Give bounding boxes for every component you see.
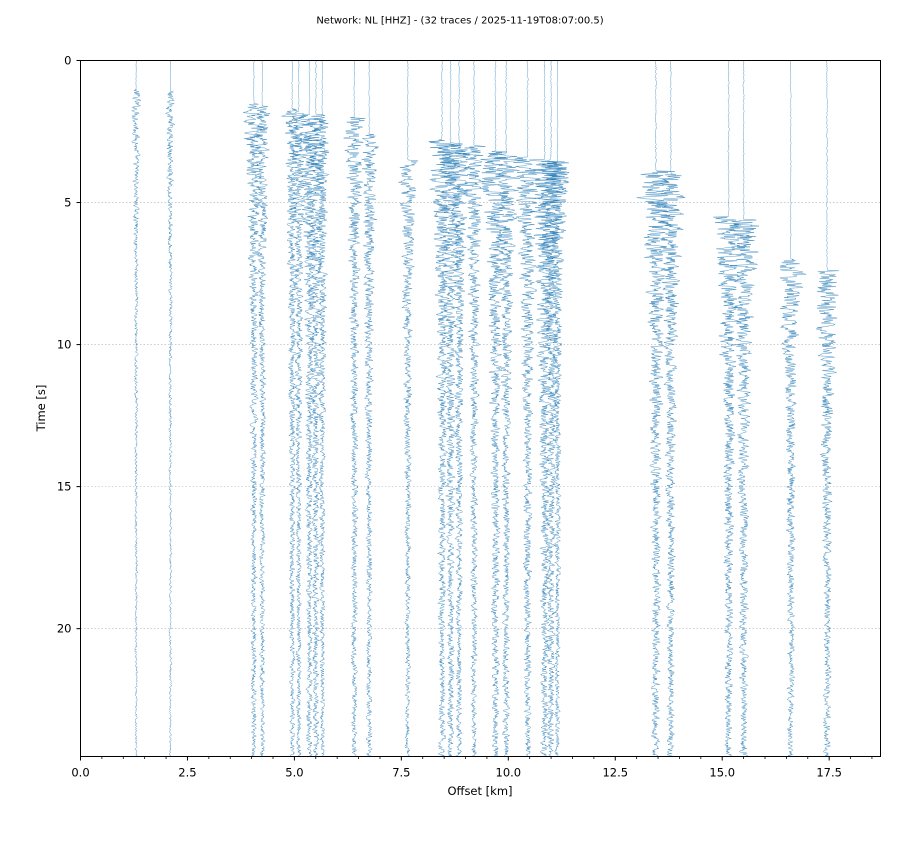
seismic-trace [313,60,330,757]
seismic-trace [636,60,675,757]
x-axis-label: Offset [km] [447,784,512,798]
y-tick-label: 5 [64,196,71,210]
seismic-trace [131,60,142,757]
x-tick-label: 2.5 [178,766,196,780]
seismic-trace [513,60,541,757]
seismic-trace [493,60,521,757]
plot-frame [80,60,881,757]
grid-lines [80,60,881,629]
seismic-trace [545,60,570,757]
seismic-trace [713,60,744,757]
seismic-trace [779,60,807,757]
seismic-trace [438,60,464,757]
seismic-trace [528,60,567,757]
chart-title: Network: NL [HHZ] - (32 traces / 2025-11… [316,16,603,27]
trace-group [131,60,839,757]
seismic-trace [297,60,319,757]
seismic-trace [480,60,510,757]
seismic-trace [254,60,271,757]
x-tick-label: 7.5 [392,766,410,780]
y-tick-label: 0 [64,54,71,68]
x-tick-label: 15.0 [709,766,735,780]
seismic-trace [242,60,264,757]
y-tick-label: 15 [57,480,72,494]
seismic-trace [729,60,760,757]
seismic-trace [398,60,419,757]
x-tick-label: 5.0 [285,766,303,780]
seismic-trace [428,60,460,757]
seismic-trace [535,60,569,757]
x-tick-label: 10.0 [496,766,522,780]
y-tick-label: 10 [57,338,72,352]
x-tick-label: 17.5 [816,766,842,780]
seismic-trace [448,60,471,757]
seismic-trace [656,60,686,757]
seismic-trace [815,60,839,757]
x-tick-label: 0.0 [71,766,89,780]
seismic-trace [462,60,486,757]
seismic-trace [361,60,379,757]
seismic-trace [165,60,176,757]
y-axis: 0 5 10 15 20 [57,54,81,636]
seismic-trace [343,60,366,757]
y-tick-label: 20 [57,622,72,636]
x-axis: 0.0 2.5 5.0 7.5 10.0 12.5 15.0 17.5 [71,756,873,780]
y-axis-label: Time [s] [34,385,48,433]
x-tick-label: 12.5 [602,766,628,780]
seismic-trace [281,60,302,757]
